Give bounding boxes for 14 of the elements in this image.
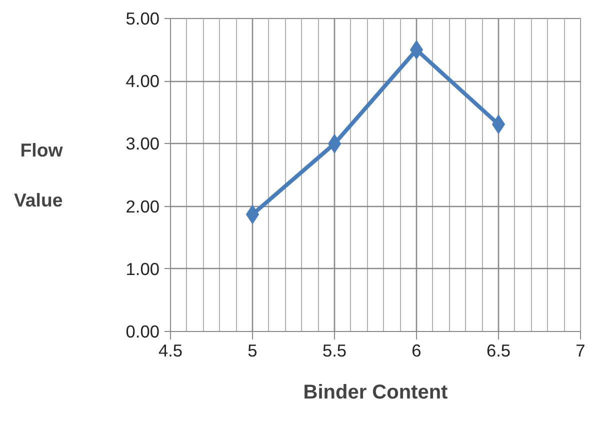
x-tick-label: 6.5 [486,340,511,360]
y-tick-label: 1.00 [126,258,160,279]
x-tick-label: 4.5 [158,340,183,360]
x-tick-label: 5.5 [322,340,347,360]
x-tick-label: 6 [412,340,422,360]
y-tick-label: 2.00 [126,196,160,216]
x-axis-title: Binder Content [303,382,448,404]
y-tick-label: 5.00 [126,8,160,28]
y-tick-label: 4.00 [126,71,160,92]
x-tick-label: 7 [576,340,586,360]
y-tick-label: 3.00 [126,134,160,154]
y-tick-label: 0.00 [126,322,160,342]
x-tick-label: 5 [248,340,258,360]
text: Flow Value [14,139,63,211]
